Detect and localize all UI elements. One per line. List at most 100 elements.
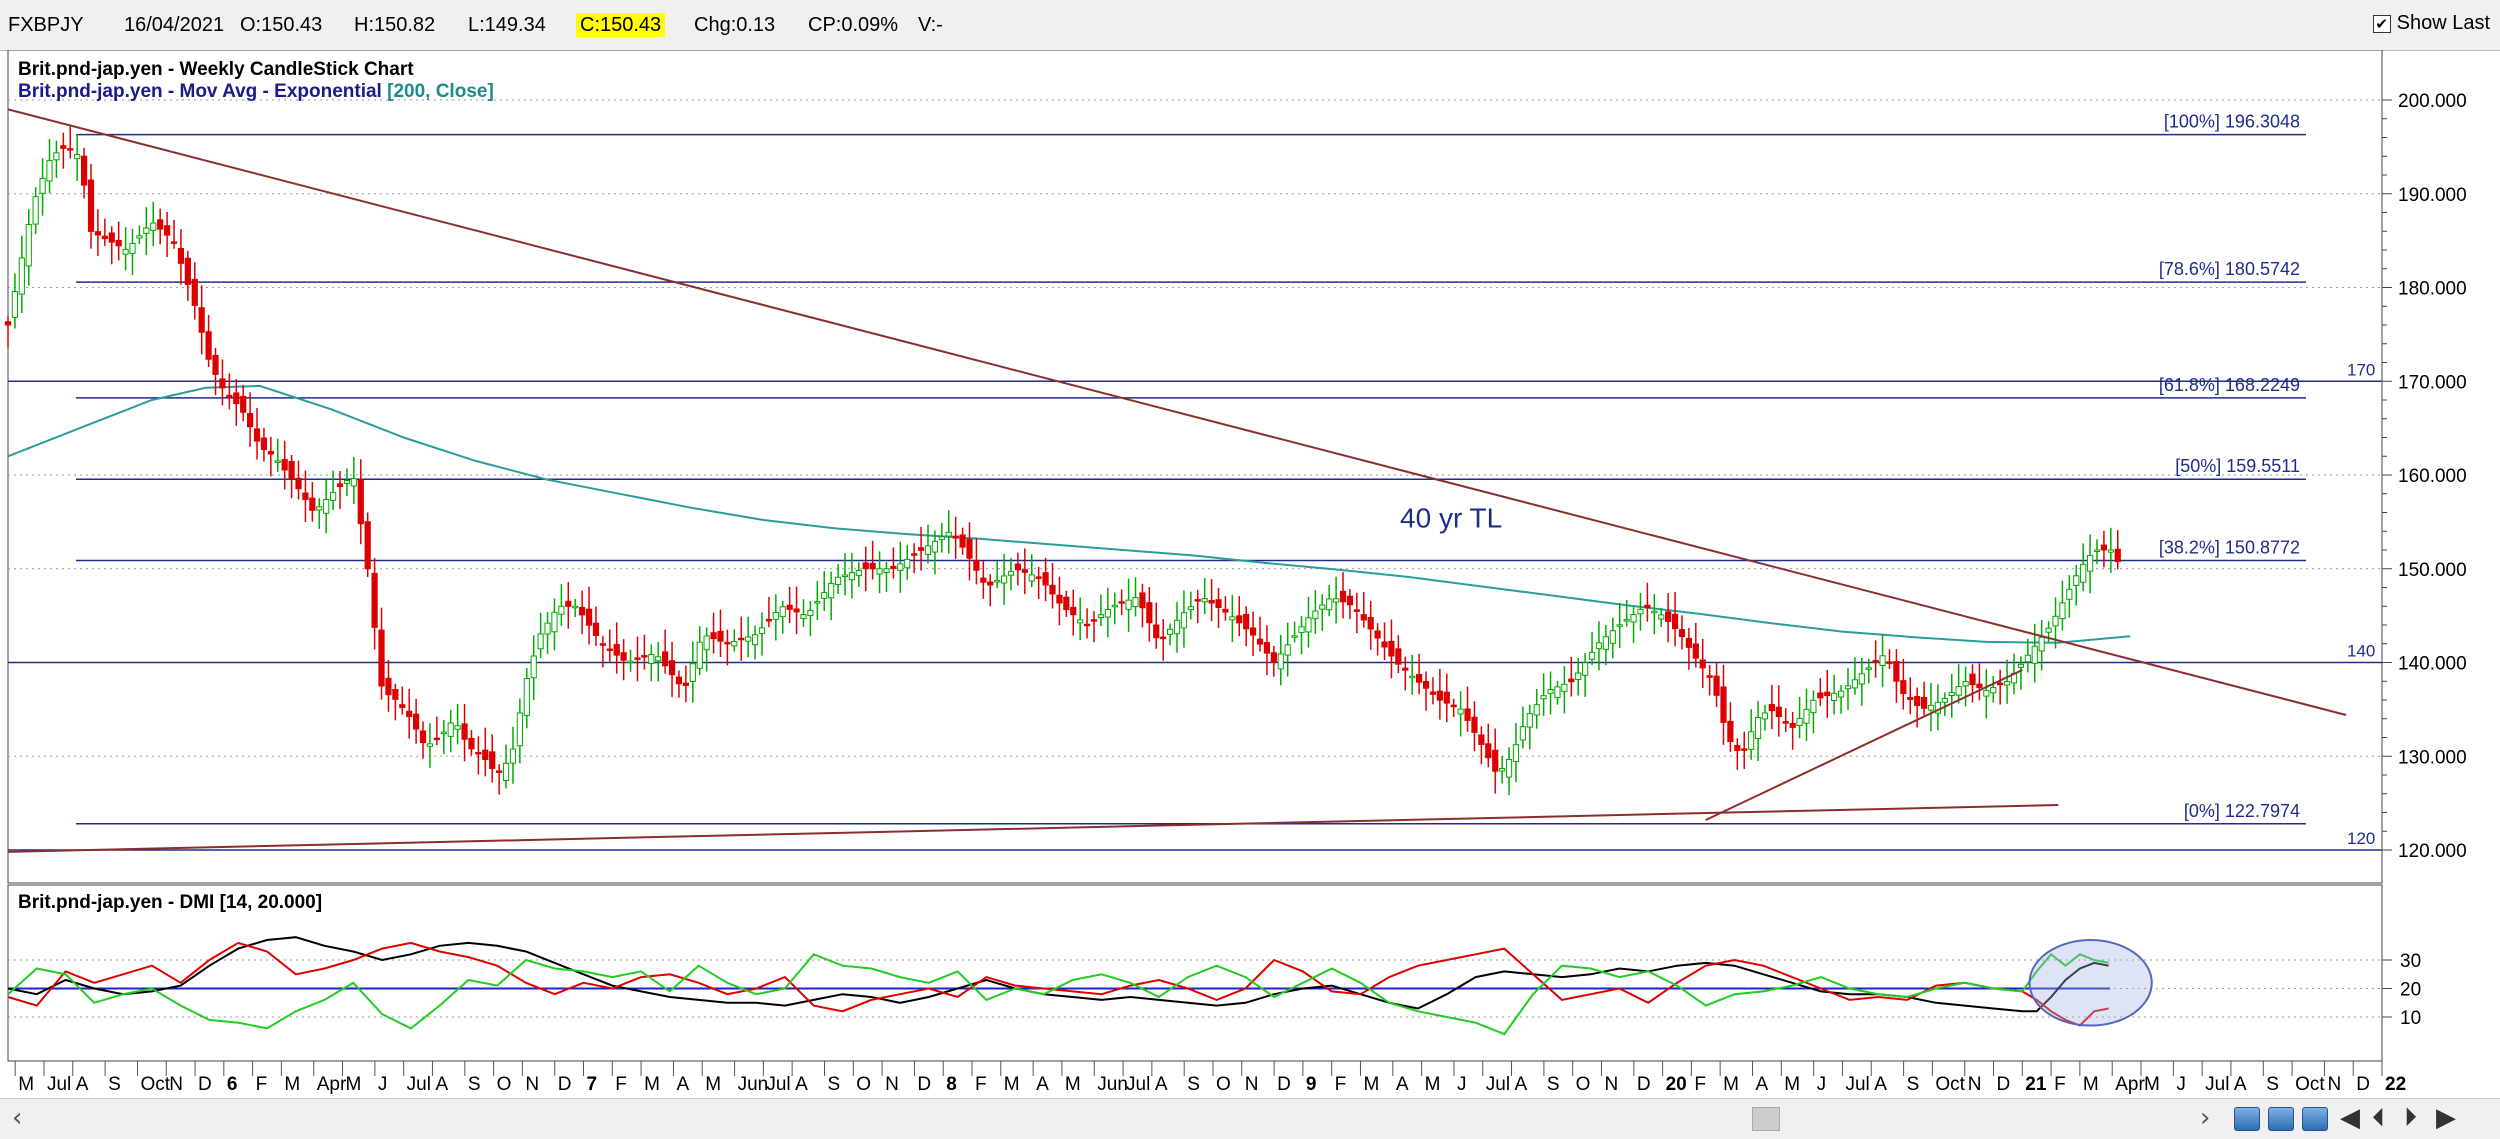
- candle-body: [648, 653, 655, 664]
- price-tick-label: 160.000: [2398, 466, 2467, 487]
- x-tick-label: Oct: [2295, 1074, 2325, 1095]
- x-tick-label: D: [2356, 1074, 2370, 1095]
- candle-body: [87, 179, 95, 232]
- candle-body: [2031, 645, 2038, 664]
- candle-body: [357, 479, 364, 525]
- scroll-left-icon[interactable]: ‹: [12, 1103, 23, 1133]
- candle-body: [710, 632, 717, 640]
- candle: [1920, 681, 1928, 716]
- x-tick-label: J: [378, 1074, 388, 1095]
- candle-body: [385, 677, 392, 696]
- candle: [1277, 634, 1284, 686]
- x-tick-label: N: [1245, 1074, 1259, 1095]
- candle: [883, 561, 890, 592]
- close-label: C:150.43: [576, 13, 666, 37]
- fit-chart-icon[interactable]: [2302, 1107, 2328, 1131]
- last-bar-icon[interactable]: ▶: [2436, 1103, 2456, 1133]
- annotation-40yr-tl: 40 yr TL: [1400, 503, 1502, 534]
- x-tick-label: N: [885, 1074, 899, 1095]
- candle-body: [904, 558, 911, 569]
- chart-area[interactable]: 170 140 120 [100%] 196.3048 [78.6%] 180.574…: [0, 50, 2500, 1098]
- candle-body: [295, 477, 302, 490]
- candle: [1761, 705, 1769, 731]
- x-tick-label: A: [1036, 1074, 1049, 1095]
- candle-body: [336, 483, 344, 488]
- candle-body: [2017, 663, 2025, 668]
- candle-body: [558, 605, 565, 615]
- x-tick-label: N: [2327, 1074, 2341, 1095]
- candle-body: [115, 239, 122, 247]
- candle: [1699, 638, 1706, 688]
- candle-body: [1139, 592, 1146, 609]
- candle: [904, 544, 911, 580]
- candle: [1180, 590, 1188, 648]
- candle-body: [2100, 544, 2108, 551]
- candle-body: [980, 577, 987, 583]
- horizontal-scrollbar[interactable]: ‹ › ◀ ⏴ ⏵ ▶: [0, 1098, 2500, 1139]
- candle-body: [1920, 697, 1928, 709]
- scroll-thumb[interactable]: [1752, 1107, 1780, 1131]
- x-tick-label: S: [1187, 1074, 1200, 1095]
- candle: [1616, 602, 1623, 649]
- candle: [122, 227, 129, 271]
- candle: [689, 641, 696, 703]
- candle-body: [205, 331, 212, 360]
- scroll-right-icon[interactable]: ›: [2200, 1103, 2211, 1133]
- candle: [1478, 726, 1485, 765]
- price-tick-label: 180.000: [2398, 279, 2467, 300]
- candle-body: [316, 506, 323, 511]
- candle: [1056, 576, 1063, 626]
- candle: [1132, 577, 1139, 617]
- candle: [1526, 704, 1533, 750]
- price-panel: 170 140 120 [100%] 196.3048 [78.6%] 180.574…: [4, 50, 2467, 884]
- candle-body: [1263, 642, 1271, 654]
- candle: [1533, 689, 1540, 729]
- candle-body: [1180, 612, 1188, 629]
- candle: [751, 625, 759, 660]
- zoom-in-icon[interactable]: [2234, 1107, 2260, 1131]
- candle: [793, 586, 800, 635]
- level-label: 120: [2347, 829, 2375, 848]
- candle-body: [1464, 708, 1471, 721]
- candle: [1360, 592, 1367, 628]
- x-tick-label: 6: [227, 1074, 238, 1095]
- candle: [87, 163, 95, 249]
- x-tick-label: M: [705, 1074, 721, 1095]
- candle-body: [1485, 743, 1492, 759]
- candle: [115, 221, 122, 261]
- x-tick-label: Oct: [1935, 1074, 1965, 1095]
- change-label: Chg:0.13: [694, 14, 776, 36]
- x-tick-label: A: [1756, 1074, 1769, 1095]
- dmi-panel-background: [7, 884, 2383, 1062]
- previous-bar-icon[interactable]: ⏴: [2372, 1103, 2386, 1133]
- zoom-out-icon[interactable]: [2268, 1107, 2294, 1131]
- candle: [253, 408, 261, 460]
- candle-body: [1748, 731, 1755, 750]
- dmi-highlight-ellipse: [2028, 939, 2153, 1027]
- x-tick-label: S: [828, 1074, 841, 1095]
- candle: [2024, 638, 2031, 673]
- show-last-checkbox[interactable]: ✔: [2372, 14, 2391, 33]
- candle-body: [1409, 675, 1416, 679]
- candle: [191, 262, 198, 320]
- candle-body: [973, 559, 980, 571]
- candle-body: [2059, 602, 2066, 620]
- candle: [841, 553, 849, 596]
- candle: [1872, 640, 1879, 678]
- candle-body: [281, 459, 288, 471]
- candle: [288, 454, 295, 499]
- candle-body: [1360, 614, 1367, 621]
- candle: [323, 479, 330, 534]
- candle-body: [18, 257, 25, 295]
- candle: [924, 524, 932, 564]
- candle: [731, 629, 738, 652]
- candle-body: [966, 538, 973, 559]
- candle: [1927, 682, 1935, 732]
- candle: [302, 470, 309, 523]
- next-bar-icon[interactable]: ⏵: [2404, 1103, 2418, 1133]
- candle: [1353, 592, 1360, 634]
- first-bar-icon[interactable]: ◀: [2340, 1103, 2360, 1133]
- candle-body: [419, 730, 427, 744]
- show-last-toggle[interactable]: ✔ Show Last: [2372, 12, 2490, 35]
- candle-body: [101, 235, 108, 240]
